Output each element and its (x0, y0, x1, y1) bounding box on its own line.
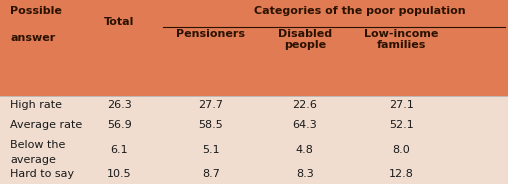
Text: 5.1: 5.1 (202, 145, 219, 155)
Text: 4.8: 4.8 (296, 145, 314, 155)
Text: 8.7: 8.7 (202, 169, 220, 179)
Text: 27.1: 27.1 (389, 100, 414, 110)
Text: 52.1: 52.1 (389, 120, 414, 130)
Text: average: average (10, 155, 56, 165)
Text: Pensioners: Pensioners (176, 29, 245, 38)
Bar (0, 0, 508, 96)
Text: 6.1: 6.1 (111, 145, 128, 155)
Text: Hard to say: Hard to say (10, 169, 74, 179)
Text: 8.3: 8.3 (296, 169, 313, 179)
Text: 12.8: 12.8 (389, 169, 414, 179)
Text: Categories of the poor population: Categories of the poor population (253, 6, 465, 15)
Text: 10.5: 10.5 (107, 169, 132, 179)
Text: 8.0: 8.0 (393, 145, 410, 155)
Text: 27.7: 27.7 (198, 100, 224, 110)
Text: High rate: High rate (10, 100, 62, 110)
Text: Total: Total (104, 17, 135, 27)
Text: Possible: Possible (10, 6, 62, 15)
Text: 56.9: 56.9 (107, 120, 132, 130)
Text: Disabled
people: Disabled people (278, 29, 332, 50)
Text: 22.6: 22.6 (293, 100, 317, 110)
Text: 64.3: 64.3 (293, 120, 317, 130)
Bar (0, 96, 508, 184)
Text: Below the: Below the (10, 140, 66, 150)
Text: 58.5: 58.5 (199, 120, 223, 130)
Text: Average rate: Average rate (10, 120, 82, 130)
Text: answer: answer (10, 33, 55, 43)
Text: Low-income
families: Low-income families (364, 29, 438, 50)
Text: 26.3: 26.3 (107, 100, 132, 110)
